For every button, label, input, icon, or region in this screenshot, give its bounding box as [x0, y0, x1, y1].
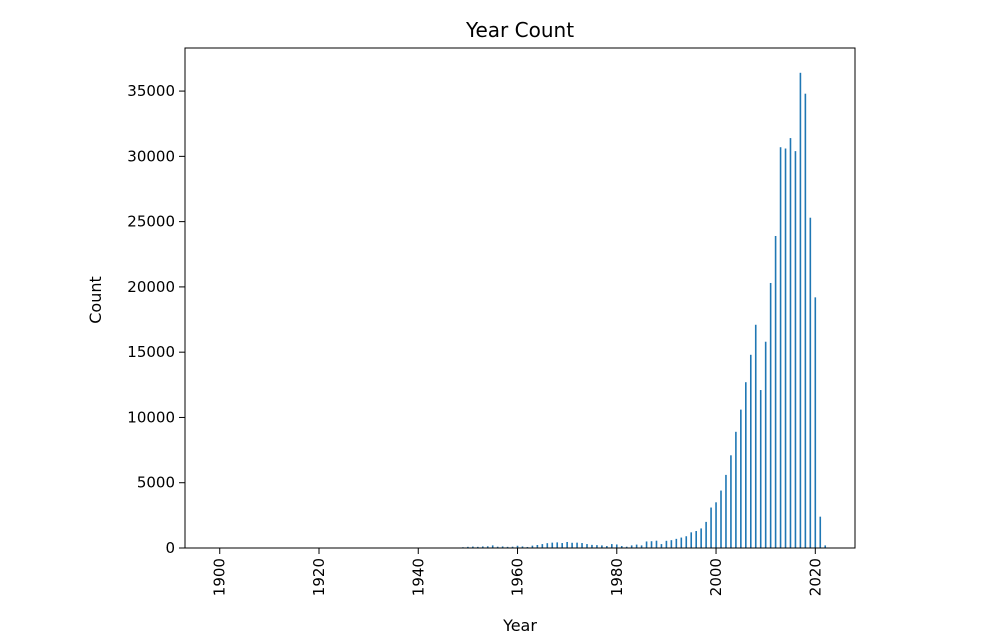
bar-1961 [521, 546, 524, 548]
bar-1989 [660, 544, 663, 548]
bar-2021 [819, 516, 822, 548]
bar-1975 [591, 544, 593, 548]
bar-2019 [809, 217, 812, 548]
bar-1991 [670, 540, 673, 548]
bar-1974 [586, 544, 588, 548]
bar-1968 [556, 542, 559, 548]
bar-1985 [640, 545, 643, 548]
bar-1972 [576, 542, 578, 548]
bar-1984 [635, 544, 638, 548]
bar-1967 [551, 542, 554, 548]
bar-1951 [472, 546, 474, 548]
bar-1995 [690, 532, 693, 548]
bar-1987 [650, 541, 653, 548]
plot-frame [184, 47, 856, 549]
bar-2022 [824, 545, 827, 548]
bar-1952 [477, 546, 479, 548]
bar-1996 [695, 531, 697, 548]
bar-2000 [715, 502, 717, 548]
bar-1982 [625, 546, 628, 548]
bar-2006 [745, 382, 747, 548]
bar-2014 [784, 148, 787, 548]
bar-1960 [516, 545, 519, 548]
x-tick-label-1920: 1920 [310, 558, 328, 596]
x-tick-label-1900: 1900 [211, 558, 229, 596]
bar-1980 [615, 544, 618, 548]
bars-group [218, 72, 827, 549]
bar-1964 [536, 545, 539, 548]
y-tick-label-20000: 20000 [127, 278, 175, 296]
bar-1969 [561, 543, 563, 548]
bar-1999 [710, 507, 712, 548]
bar-1963 [531, 545, 534, 548]
bar-1958 [506, 546, 509, 548]
y-axis-label: Count [86, 276, 105, 324]
y-tick-label-0: 0 [165, 539, 175, 557]
y-tick-label-35000: 35000 [127, 82, 175, 100]
y-tick-label-15000: 15000 [127, 343, 175, 361]
bar-1976 [596, 545, 598, 548]
bar-2010 [764, 341, 767, 548]
x-tick-label-1940: 1940 [409, 558, 427, 596]
bar-1950 [467, 546, 469, 548]
x-tick-label-2020: 2020 [806, 558, 824, 596]
chart-title: Year Count [465, 18, 574, 42]
bar-2016 [794, 151, 797, 548]
bar-1998 [705, 521, 707, 548]
bar-1966 [546, 543, 549, 548]
bar-1954 [486, 546, 489, 548]
y-tick-label-30000: 30000 [127, 147, 175, 165]
x-tick-label-2000: 2000 [707, 558, 725, 596]
bar-1979 [611, 544, 613, 548]
bar-1981 [620, 546, 623, 548]
bar-1962 [526, 546, 529, 548]
y-ticks-group: 0 5000 10000 15000 20000 25000 30000 35000 [127, 82, 185, 557]
x-ticks-group: 1900 1920 1940 1960 1980 2000 2020 [211, 548, 824, 596]
bar-2012 [774, 235, 777, 549]
bar-2013 [779, 147, 782, 548]
bar-1997 [700, 528, 702, 548]
y-tick-label-25000: 25000 [127, 213, 175, 231]
bar-2003 [730, 455, 732, 548]
bar-1983 [630, 545, 633, 548]
bar-2015 [789, 138, 792, 548]
bar-1953 [481, 546, 484, 548]
bar-1994 [685, 536, 688, 548]
bar-2005 [740, 409, 742, 548]
bar-2018 [804, 93, 807, 548]
bar-1978 [606, 546, 608, 548]
bar-2004 [735, 431, 737, 548]
x-axis-label: Year [502, 616, 537, 635]
bar-2007 [749, 354, 752, 548]
bar-1955 [491, 545, 494, 548]
bar-2001 [720, 490, 722, 548]
x-tick-label-1960: 1960 [509, 558, 527, 596]
bar-1993 [680, 537, 683, 548]
bar-1986 [645, 541, 648, 548]
bar-1971 [571, 542, 573, 548]
bar-1973 [581, 543, 583, 548]
bar-2011 [769, 282, 772, 548]
bar-1965 [541, 544, 544, 548]
bar-1957 [501, 546, 504, 548]
y-tick-label-10000: 10000 [127, 408, 175, 426]
bar-2002 [725, 474, 727, 548]
bar-2008 [754, 324, 757, 548]
bar-2009 [759, 390, 762, 548]
bar-2020 [814, 297, 817, 548]
x-tick-label-1980: 1980 [608, 558, 626, 596]
y-tick-label-5000: 5000 [137, 474, 175, 492]
bar-1977 [601, 545, 603, 548]
bar-1959 [511, 546, 514, 548]
bar-1990 [665, 540, 668, 548]
bar-2017 [799, 72, 802, 549]
bar-1988 [655, 540, 658, 548]
bar-1970 [566, 541, 568, 548]
bar-1956 [496, 546, 499, 548]
bar-1992 [675, 538, 678, 548]
